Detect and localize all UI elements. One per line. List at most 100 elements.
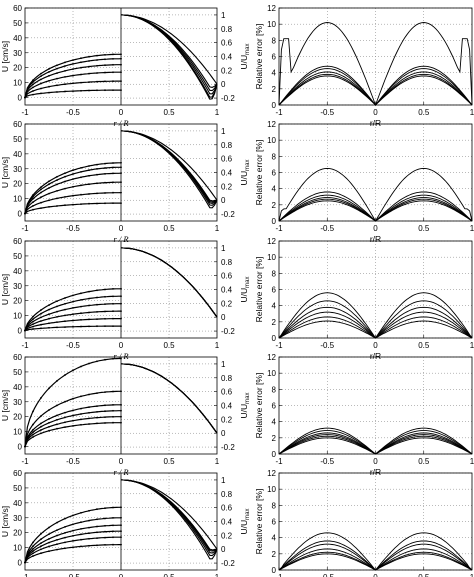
data-point [80,407,82,410]
y-tick-label: 6 [272,169,277,178]
data-point [88,60,90,62]
data-point [112,524,114,527]
data-point [64,297,66,299]
data-point [120,310,122,312]
y-tick-label: 12 [267,469,276,478]
y-tick-label: 60 [13,120,22,129]
data-point [88,526,90,529]
data-point [48,192,50,195]
data-point [40,425,42,428]
data-point [48,313,50,316]
data-point [72,169,74,172]
x-tick-label: 1 [470,341,474,350]
data-point [80,305,82,308]
data-point [40,538,42,541]
data-point [72,74,74,77]
data-point [88,89,90,92]
data-point [64,541,66,544]
data-point [112,409,114,412]
data-point [48,545,50,548]
x-tick-label: -1 [275,573,283,577]
normalized-profile-series-5 [120,363,218,434]
normalized-profile-series-1 [120,247,218,318]
data-point [120,57,122,60]
data-point [56,529,58,531]
data-point [80,312,82,315]
data-point [120,161,122,164]
y-tick-label-right: 0.6 [221,388,233,397]
data-point [88,311,90,314]
data-point [64,90,66,93]
normalized-profile-series-6 [120,14,218,85]
y-tick-label-right: 0 [221,313,226,322]
normalized-profile-series-4 [120,247,218,318]
y-tick-label: 10 [267,136,276,145]
data-point [120,166,122,169]
x-tick-label: 1 [215,341,220,350]
y-axis-label-right-sub: max [245,44,251,55]
data-point [32,433,34,436]
relative-error-series-1 [278,168,473,222]
data-point [48,304,50,306]
data-point [96,531,98,534]
y-axis-label: U [cm/s] [0,157,10,188]
data-point [80,193,82,196]
x-tick-label: 0 [373,341,378,350]
data-point [40,432,42,435]
relative-error-series-6 [278,320,473,339]
data-point [120,295,122,298]
data-point [112,536,114,539]
data-point [120,71,122,74]
data-point [40,312,42,315]
data-point [56,316,58,318]
normalized-profile-series-2 [120,363,218,434]
data-point [64,526,66,528]
x-tick-label: -0.5 [66,108,80,117]
x-tick-label: 0.5 [163,341,175,350]
data-point [96,168,98,170]
x-tick-label: 0 [373,457,378,466]
data-point [40,309,42,311]
data-point [88,537,90,540]
data-point [40,188,42,191]
data-point [72,68,74,70]
data-point [32,194,34,196]
data-point [72,63,74,65]
data-point [80,413,82,415]
data-point [56,72,58,74]
data-point [112,89,114,91]
data-point [120,302,122,305]
y-tick-label: 4 [272,418,277,427]
data-point [64,532,66,534]
data-point [64,302,66,305]
data-point [88,544,90,547]
data-point [80,292,82,295]
data-point [64,61,66,64]
x-tick-label: 0 [373,108,378,117]
y-tick-label-right: 0.6 [221,504,233,513]
data-point [72,325,74,328]
data-point [32,545,34,548]
data-point [56,183,58,186]
data-point [32,205,34,207]
data-point [48,183,50,186]
data-point [32,208,34,211]
data-point [96,163,98,166]
data-point [104,358,106,361]
x-tick-label: 1 [470,573,474,577]
data-point [120,317,122,320]
normalized-profile-series-2 [120,247,218,318]
data-point [88,55,90,58]
data-point [72,419,74,422]
y-tick-label: 10 [267,253,276,262]
y-tick-label: 10 [13,195,22,204]
data-point [32,428,34,431]
data-point [40,87,42,90]
relative-error-series-6 [278,200,473,222]
data-point [96,508,98,511]
data-point [56,305,58,308]
data-point [72,534,74,537]
y-tick-label-right: 0.8 [221,258,233,267]
data-point [72,173,74,175]
normalized-profile-series-4 [120,363,218,434]
